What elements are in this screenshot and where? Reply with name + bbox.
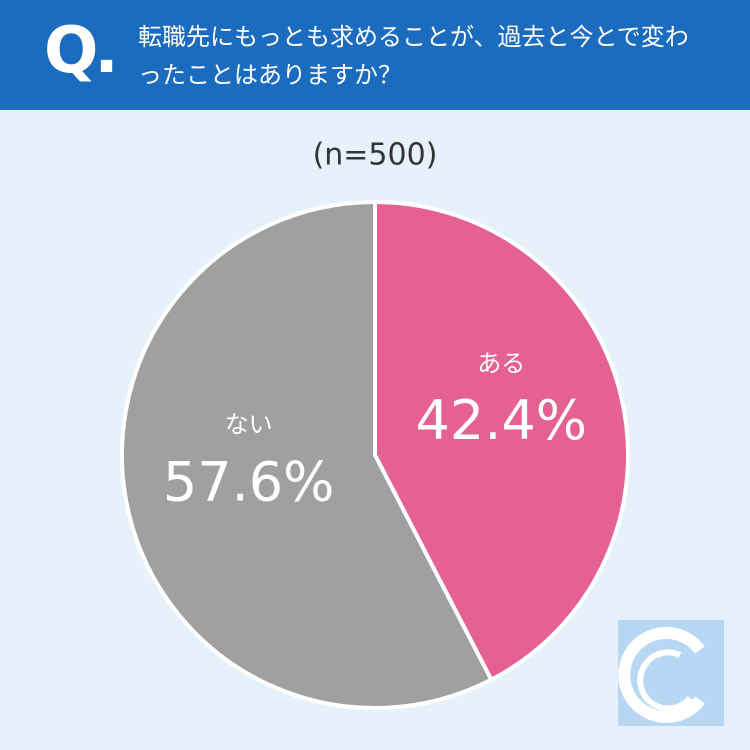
value-label: 42.4% <box>416 389 588 452</box>
pie-slice <box>120 200 494 710</box>
chart-subtitle: (n=500) <box>313 138 438 173</box>
chart-title: 転職先にもっとも求めることが、過去と今とで変わったことはありますか？ <box>138 23 689 89</box>
pie-slice <box>373 200 630 682</box>
logo <box>618 620 724 726</box>
value-label: 57.6% <box>163 450 335 513</box>
header: Q. 転職先にもっとも求めることが、過去と今とで変わったことはありますか？ <box>0 0 750 110</box>
slice-label: ない <box>225 411 273 439</box>
slice-label: ある <box>477 349 525 377</box>
question-label: Q. <box>44 14 119 88</box>
